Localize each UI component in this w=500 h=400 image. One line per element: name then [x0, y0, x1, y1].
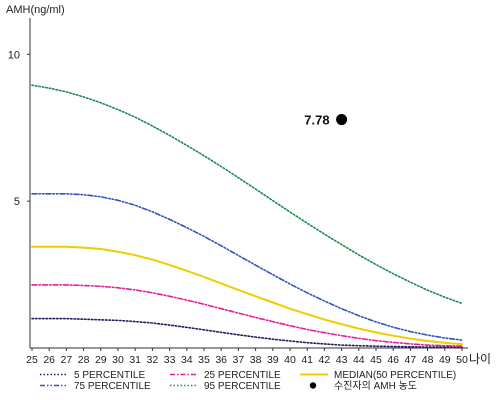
- series-line: [31, 284, 463, 347]
- legend-label: MEDIAN(50 PERCENTILE): [334, 370, 456, 381]
- x-tick-label: 46: [387, 354, 399, 366]
- series-line: [31, 245, 463, 346]
- x-tick-label: 44: [353, 354, 365, 366]
- x-tick-label: 36: [215, 354, 227, 366]
- y-axis-label: AMH(ng/ml): [6, 4, 65, 16]
- x-tick-label: 42: [319, 354, 331, 366]
- series-line: [31, 317, 463, 349]
- legend-label: 수진자의 AMH 농도: [334, 380, 417, 392]
- x-tick-label: 34: [181, 354, 193, 366]
- x-tick-label: 25: [26, 354, 38, 366]
- x-tick-label: 31: [129, 354, 141, 366]
- legend-label: 5 PERCENTILE: [74, 370, 145, 381]
- x-tick-label: 37: [233, 354, 245, 366]
- x-axis-label: 나이: [469, 352, 491, 366]
- x-tick-label: 40: [284, 354, 296, 366]
- patient-point: [336, 114, 348, 126]
- x-tick-label: 45: [370, 354, 382, 366]
- legend-point-marker: [309, 382, 317, 389]
- patient-value-label: 7.78: [304, 113, 329, 128]
- x-tick-label: 29: [95, 354, 107, 366]
- x-tick-label: 47: [405, 354, 417, 366]
- legend: 5 PERCENTILE 25 PERCENTILE MEDIAN(50 PERCE…: [40, 370, 456, 392]
- patient-annotation: 7.78: [304, 113, 348, 128]
- series-line: [31, 193, 463, 341]
- legend-label: 25 PERCENTILE: [204, 370, 281, 381]
- x-tick-label: 30: [112, 354, 124, 366]
- x-tick-label: 38: [250, 354, 262, 366]
- x-tick-label: 43: [336, 354, 348, 366]
- x-tick-label: 49: [439, 354, 451, 366]
- x-axis-ticks: 25 26 27 28 29 30 31 32 33 34 35 36 37 38 39 40 41 42 43 44…: [26, 348, 468, 366]
- x-tick-label: 26: [43, 354, 55, 366]
- x-tick-label: 39: [267, 354, 279, 366]
- series-lines: [31, 84, 463, 349]
- y-tick-label: 5: [14, 196, 20, 208]
- x-tick-label: 50: [456, 354, 468, 366]
- x-tick-label: 28: [78, 354, 90, 366]
- x-tick-label: 27: [61, 354, 73, 366]
- series-line: [31, 84, 463, 305]
- legend-label: 75 PERCENTILE: [74, 381, 151, 392]
- x-tick-label: 48: [422, 354, 434, 366]
- y-axis-ticks: 5 10: [8, 49, 30, 208]
- x-tick-label: 32: [147, 354, 159, 366]
- legend-label: 95 PERCENTILE: [204, 381, 281, 392]
- x-tick-label: 35: [198, 354, 210, 366]
- x-tick-label: 33: [164, 354, 176, 366]
- x-tick-label: 41: [301, 354, 313, 366]
- y-tick-label: 10: [8, 49, 20, 61]
